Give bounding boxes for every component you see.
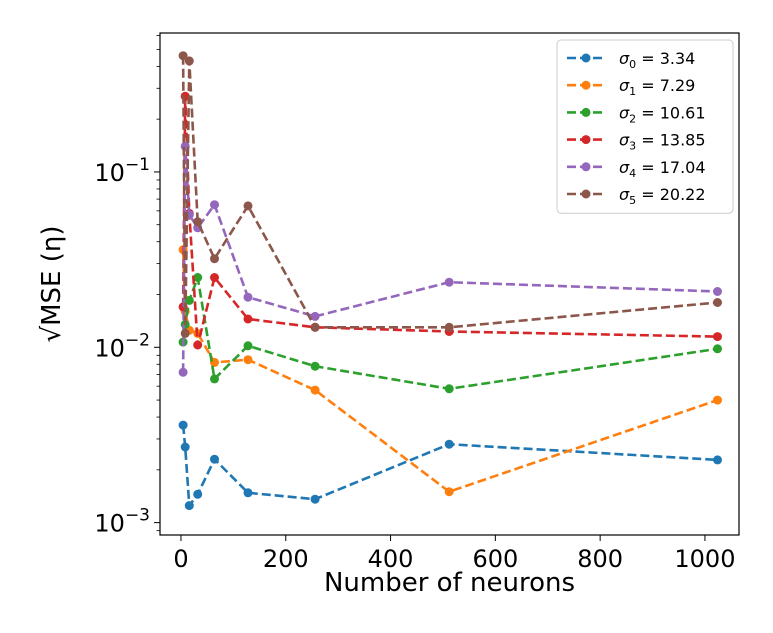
data-point-4-0 bbox=[178, 367, 188, 377]
legend-marker-4 bbox=[581, 162, 591, 172]
x-tick-label-3: 600 bbox=[472, 545, 518, 573]
data-point-0-6 bbox=[310, 494, 320, 504]
data-point-5-6 bbox=[310, 322, 320, 332]
y-tick-label-0: 10−3 bbox=[94, 506, 150, 538]
data-point-4-6 bbox=[310, 311, 320, 321]
data-point-2-2 bbox=[184, 295, 194, 305]
legend-marker-1 bbox=[581, 80, 591, 90]
data-point-0-8 bbox=[713, 455, 722, 465]
legend-marker-3 bbox=[581, 135, 591, 145]
series-line-5 bbox=[181, 55, 718, 334]
data-point-3-3 bbox=[193, 340, 203, 350]
y-axis-ticks: 10−3 10−2 10−1 bbox=[94, 35, 160, 538]
legend-entry-4: σ4 = 17.04 bbox=[619, 158, 706, 180]
data-point-1-8 bbox=[713, 395, 722, 405]
x-tick-label-1: 200 bbox=[263, 545, 309, 573]
plot-marks bbox=[178, 51, 722, 511]
data-point-5-1 bbox=[180, 328, 190, 338]
x-tick-label-5: 1000 bbox=[674, 545, 735, 573]
legend-entry-2: σ2 = 10.61 bbox=[619, 103, 706, 125]
legend-marker-5 bbox=[581, 189, 591, 199]
plot-frame bbox=[159, 32, 740, 536]
data-point-4-5 bbox=[243, 292, 253, 302]
legend-box bbox=[556, 39, 734, 214]
data-point-0-5 bbox=[243, 488, 253, 498]
data-point-3-8 bbox=[713, 332, 722, 342]
series-5 bbox=[178, 51, 722, 338]
data-point-0-3 bbox=[193, 489, 203, 499]
data-point-2-6 bbox=[310, 361, 320, 371]
data-point-0-7 bbox=[444, 439, 454, 449]
x-tick-label-0: 0 bbox=[173, 545, 188, 573]
data-point-5-0 bbox=[178, 51, 188, 61]
data-point-3-5 bbox=[243, 314, 253, 324]
x-axis-ticks: 0 200 400 600 800 1000 bbox=[173, 535, 735, 573]
data-point-1-6 bbox=[310, 385, 320, 395]
legend-entry-0: σ0 = 3.34 bbox=[619, 49, 695, 71]
data-point-2-5 bbox=[243, 341, 253, 351]
legend-entry-5: σ5 = 20.22 bbox=[619, 185, 706, 207]
y-tick-label-2: 10−1 bbox=[94, 155, 150, 187]
x-tick-label-2: 400 bbox=[368, 545, 414, 573]
data-point-2-8 bbox=[713, 344, 722, 354]
y-tick-label-1: 10−2 bbox=[94, 330, 150, 362]
series-2 bbox=[178, 272, 722, 394]
data-point-2-3 bbox=[193, 273, 203, 282]
series-line-3 bbox=[181, 96, 718, 346]
legend: σ0 = 3.34 σ1 = 7.29 σ2 = 10.61 σ3 = 13.85 σ4… bbox=[556, 39, 734, 214]
data-point-0-0 bbox=[178, 420, 188, 430]
legend-marker-2 bbox=[581, 107, 591, 117]
series-0 bbox=[178, 420, 722, 511]
data-point-4-4 bbox=[210, 200, 219, 210]
legend-marker-0 bbox=[581, 53, 591, 63]
data-point-4-7 bbox=[444, 277, 454, 287]
legend-entry-1: σ1 = 7.29 bbox=[619, 76, 695, 98]
data-point-1-7 bbox=[444, 487, 454, 497]
legend-entry-3: σ3 = 13.85 bbox=[619, 131, 706, 153]
data-point-3-4 bbox=[210, 273, 219, 282]
data-point-0-4 bbox=[210, 454, 219, 464]
data-point-5-7 bbox=[444, 322, 454, 332]
y-axis-label: √MSE (η) bbox=[37, 226, 67, 343]
data-point-2-4 bbox=[210, 374, 219, 384]
data-point-4-8 bbox=[713, 287, 722, 296]
x-tick-label-4: 800 bbox=[577, 545, 623, 573]
data-point-0-1 bbox=[180, 442, 190, 452]
data-point-0-2 bbox=[184, 501, 194, 511]
data-point-5-2 bbox=[184, 56, 194, 66]
x-axis-label: Number of neurons bbox=[324, 568, 575, 598]
data-point-5-8 bbox=[713, 298, 722, 307]
data-point-5-4 bbox=[210, 254, 219, 264]
data-point-1-5 bbox=[243, 355, 253, 365]
data-point-5-5 bbox=[243, 201, 253, 211]
data-point-5-3 bbox=[193, 217, 203, 227]
data-point-2-7 bbox=[444, 384, 454, 394]
